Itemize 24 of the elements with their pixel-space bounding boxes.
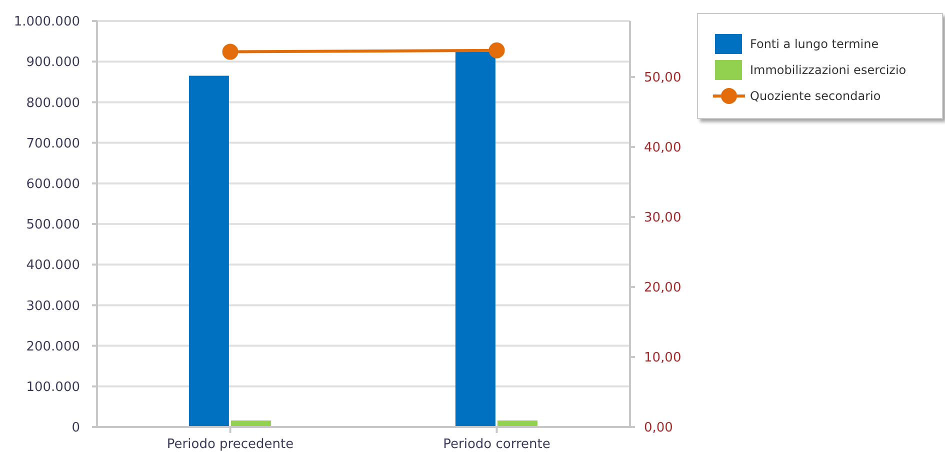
legend-label: Immobilizzazioni esercizio xyxy=(750,63,906,77)
y-tick-label: 0 xyxy=(72,420,80,436)
y2-tick-label: 10,00 xyxy=(644,350,682,366)
y-tick-label: 700.000 xyxy=(26,136,80,152)
y2-tick-label: 20,00 xyxy=(644,280,682,296)
y-tick-label: 800.000 xyxy=(26,96,80,111)
y-tick-label: 300.000 xyxy=(26,298,80,314)
legend-label: Fonti a lungo termine xyxy=(750,37,879,51)
y-tick-label: 900.000 xyxy=(26,55,80,70)
y-tick-label: 500.000 xyxy=(26,218,80,233)
y2-tick-label: 0,00 xyxy=(644,420,673,436)
y2-tick-label: 40,00 xyxy=(644,140,682,156)
y-tick-label: 100.000 xyxy=(26,380,80,396)
x-tick-label: Periodo corrente xyxy=(443,437,550,452)
bar xyxy=(188,76,229,427)
y-tick-label: 200.000 xyxy=(26,339,80,354)
y2-tick-label: 50,00 xyxy=(644,70,682,86)
x-tick-label: Periodo precedente xyxy=(166,437,294,452)
bar xyxy=(455,52,496,427)
y-tick-label: 1.000.000 xyxy=(14,14,80,30)
y-tick-label: 400.000 xyxy=(26,258,80,274)
legend-label: Quoziente secondario xyxy=(750,89,881,103)
y-tick-label: 600.000 xyxy=(26,177,80,192)
y2-tick-label: 30,00 xyxy=(644,210,682,226)
